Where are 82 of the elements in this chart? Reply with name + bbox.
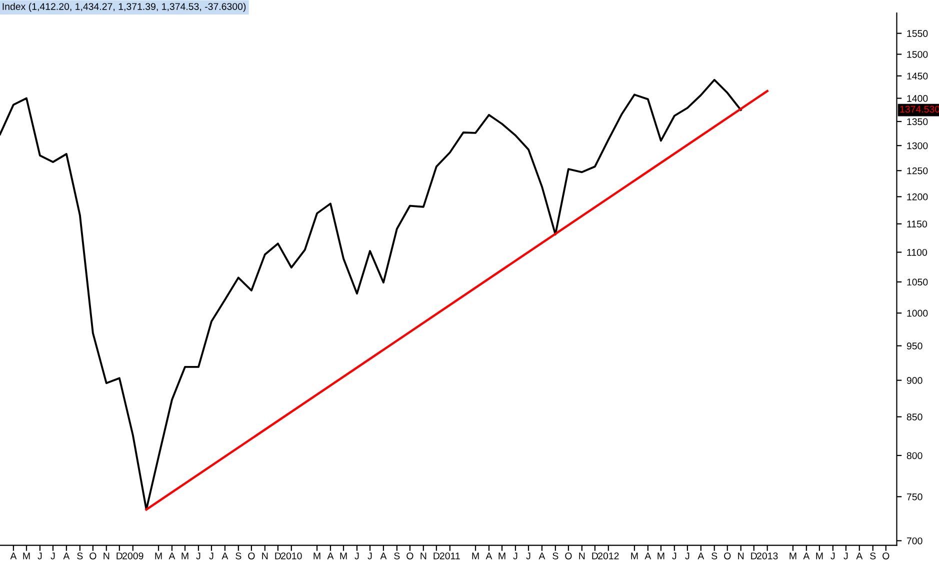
- x-tick-label: 2009: [122, 552, 144, 560]
- x-tick-label: M: [790, 552, 796, 560]
- y-tick-label: 950: [906, 342, 922, 350]
- x-tick-label: J: [526, 552, 530, 560]
- y-tick-label: 900: [906, 377, 922, 384]
- x-tick-label: A: [644, 552, 652, 560]
- x-tick-label: S: [552, 552, 558, 560]
- x-tick-label: D: [116, 552, 122, 560]
- x-tick-label: S: [394, 552, 400, 560]
- x-tick-label: A: [63, 552, 70, 560]
- y-tick-label: 1100: [907, 248, 927, 256]
- x-tick-label: S: [870, 552, 876, 560]
- x-tick-label: A: [486, 552, 492, 560]
- y-tick-label: 1050: [907, 278, 928, 286]
- x-tick-label: A: [803, 552, 810, 560]
- y-tick-label: 1500: [907, 50, 928, 58]
- x-tick-label: M: [498, 552, 506, 560]
- x-tick-label: J: [209, 552, 214, 560]
- x-tick-label: O: [406, 552, 414, 560]
- x-tick-label: A: [168, 552, 176, 560]
- y-tick-label: 1150: [907, 220, 927, 228]
- x-tick-label: M: [23, 552, 30, 560]
- x-tick-label: S: [77, 552, 83, 560]
- x-tick-label: 2011: [440, 552, 460, 560]
- x-tick-label: J: [513, 552, 518, 560]
- x-tick-label: A: [222, 552, 228, 560]
- x-tick-label: S: [236, 552, 242, 560]
- x-tick-label: J: [196, 552, 200, 560]
- x-tick-label: J: [368, 552, 372, 560]
- x-tick-label: D: [434, 552, 440, 560]
- y-tick-label: 1550: [907, 30, 928, 37]
- x-tick-label: J: [830, 552, 835, 560]
- x-tick-label: J: [38, 552, 42, 560]
- x-tick-label: O: [565, 552, 572, 560]
- x-tick-label: S: [712, 552, 718, 560]
- x-tick-label: A: [10, 552, 17, 560]
- y-tick-label: 750: [906, 493, 922, 500]
- x-tick-label: M: [155, 552, 162, 560]
- x-tick-label: N: [420, 552, 426, 560]
- x-tick-label: J: [844, 552, 848, 560]
- x-tick-label: M: [631, 552, 638, 560]
- x-tick-label: M: [472, 552, 479, 560]
- x-tick-label: O: [90, 552, 96, 560]
- y-tick-label: 1400: [907, 95, 928, 102]
- y-tick-label: 1200: [907, 193, 928, 200]
- line-series: [0, 78, 742, 511]
- x-tick-label: A: [856, 552, 863, 560]
- x-tick-label: 2013: [757, 552, 778, 560]
- y-tick-label: 700: [906, 537, 922, 544]
- x-tick-label: D: [751, 552, 757, 560]
- x-tick-label: J: [685, 552, 690, 560]
- y-tick-label: 1300: [907, 142, 928, 150]
- x-tick-label: O: [248, 552, 255, 560]
- y-tick-label: 850: [906, 414, 922, 420]
- x-tick-label: J: [50, 552, 55, 560]
- y-tick-label: 1250: [907, 167, 928, 174]
- x-tick-label: M: [182, 552, 188, 560]
- chart-title: Index (1,412.20, 1,434.27, 1,371.39, 1,374.53, -37.6300): [2, 2, 246, 12]
- x-tick-label: 2012: [598, 552, 619, 560]
- x-tick-label: A: [380, 552, 387, 560]
- y-tick-label: 1350: [907, 118, 928, 126]
- x-tick-label: J: [672, 552, 676, 560]
- x-tick-label: M: [658, 552, 664, 560]
- x-tick-label: J: [354, 552, 359, 560]
- x-tick-label: N: [579, 552, 585, 560]
- x-tick-label: D: [275, 552, 281, 560]
- x-tick-label: M: [314, 552, 320, 560]
- x-tick-label: M: [816, 552, 823, 560]
- x-tick-label: M: [340, 552, 347, 560]
- x-tick-label: O: [882, 552, 890, 560]
- x-tick-label: 2010: [281, 552, 302, 560]
- y-tick-label: 800: [906, 452, 922, 460]
- x-tick-label: O: [724, 552, 731, 560]
- x-tick-label: A: [327, 552, 334, 560]
- x-tick-label: N: [262, 552, 268, 560]
- x-tick-label: N: [104, 552, 110, 560]
- x-tick-label: A: [538, 552, 546, 560]
- x-tick-label: A: [698, 552, 704, 560]
- y-tick-label: 1000: [907, 310, 928, 317]
- x-tick-label: N: [738, 552, 744, 560]
- x-tick-label: D: [592, 552, 598, 560]
- y-tick-label: 1450: [907, 72, 928, 80]
